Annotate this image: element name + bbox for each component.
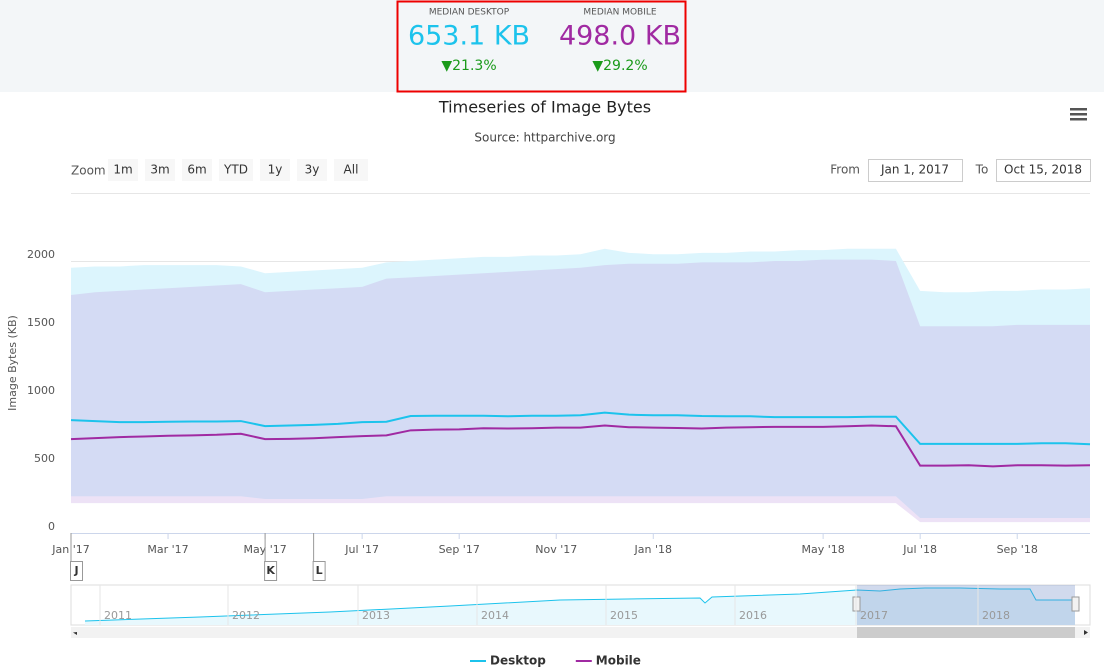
y-tick-label: 500 xyxy=(34,452,55,465)
navigator-year: 2016 xyxy=(739,609,767,622)
x-tick-label: Sep '18 xyxy=(997,543,1038,556)
range-band xyxy=(71,259,1090,523)
mobile-label: MEDIAN MOBILE xyxy=(583,8,656,18)
navigator-years: 2011 2012 2013 2014 2015 2016 2017 2018 xyxy=(99,585,1010,625)
zoom-button-label: All xyxy=(344,163,359,177)
zoom-button-label: 3m xyxy=(150,163,169,177)
from-value: Jan 1, 2017 xyxy=(880,163,949,177)
x-tick-label: Mar '17 xyxy=(147,543,188,556)
navigator-selection[interactable] xyxy=(857,585,1075,625)
from-input[interactable] xyxy=(868,159,963,182)
menu-bar xyxy=(1070,118,1087,121)
zoom-button[interactable] xyxy=(334,159,368,181)
zoom-button-label: YTD xyxy=(223,163,248,177)
x-tick-label: Jul '17 xyxy=(344,543,379,556)
flag[interactable] xyxy=(264,561,278,581)
navigator-year: 2012 xyxy=(232,609,260,622)
mobile-change: ▼29.2% xyxy=(592,58,647,74)
y-tick-label: 0 xyxy=(48,520,55,533)
zoom-button[interactable] xyxy=(108,159,138,181)
to-label: To xyxy=(975,163,989,177)
flag-label: L xyxy=(316,564,323,577)
range-band xyxy=(71,248,1090,519)
flag[interactable] xyxy=(312,561,326,581)
navigator-year: 2018 xyxy=(982,609,1010,622)
series-line xyxy=(70,424,1091,468)
navigator-year: 2015 xyxy=(610,609,638,622)
to-value: Oct 15, 2018 xyxy=(1004,163,1082,177)
zoom-label: Zoom xyxy=(71,164,106,178)
y-tick-label: 1500 xyxy=(27,316,55,329)
from-label: From xyxy=(830,163,860,177)
series-line xyxy=(70,411,1091,446)
zoom-button-label: 3y xyxy=(305,163,320,177)
x-tick-label: Jan '18 xyxy=(634,543,672,556)
to-input[interactable] xyxy=(996,159,1091,182)
mobile-value: 498.0 KB xyxy=(559,21,681,52)
y-tick-label: 2000 xyxy=(27,248,55,261)
zoom-button[interactable] xyxy=(182,159,212,181)
flag-label: J xyxy=(73,564,78,577)
navigator: 2011 2012 2013 2014 2015 2016 2017 2018 xyxy=(70,584,1091,638)
legend-label[interactable]: Mobile xyxy=(596,654,641,668)
x-tick-label: May '18 xyxy=(801,543,844,556)
scroll-right[interactable] xyxy=(1084,630,1088,635)
navigator-year: 2013 xyxy=(362,609,390,622)
menu-bar xyxy=(1070,108,1087,111)
navigator-area xyxy=(85,588,1075,625)
chart-subtitle: Source: httparchive.org xyxy=(474,131,615,145)
legend-label[interactable]: Desktop xyxy=(490,654,546,668)
x-tick-label: Nov '17 xyxy=(535,543,577,556)
scrollbar-thumb[interactable] xyxy=(857,627,1075,638)
navigator-line xyxy=(84,587,1075,622)
zoom-button-label: 1y xyxy=(268,163,283,177)
zoom-buttons: 1m 3m 6m YTD 1y 3y All xyxy=(108,159,368,181)
zoom-button[interactable] xyxy=(145,159,175,181)
menu-bar xyxy=(1070,113,1087,116)
scrollbar[interactable] xyxy=(71,627,1090,638)
navigator-year: 2014 xyxy=(481,609,509,622)
summary-box xyxy=(396,0,687,93)
zoom-button[interactable] xyxy=(219,159,253,181)
legend: Desktop Mobile xyxy=(470,654,641,668)
menu-button[interactable] xyxy=(1070,108,1087,121)
navigator-year: 2017 xyxy=(860,609,888,622)
zoom-button-label: 6m xyxy=(187,163,206,177)
navigator-handle[interactable] xyxy=(1071,596,1080,612)
y-axis-title: Image Bytes (KB) xyxy=(6,315,19,411)
desktop-label: MEDIAN DESKTOP xyxy=(429,8,510,18)
desktop-value: 653.1 KB xyxy=(408,21,530,52)
navigator-year: 2011 xyxy=(104,609,132,622)
flag[interactable] xyxy=(70,561,83,581)
desktop-change: ▼21.3% xyxy=(441,58,496,74)
scroll-left[interactable] xyxy=(73,632,77,635)
header-bg xyxy=(0,0,1104,92)
flag-label: K xyxy=(266,564,275,577)
zoom-button[interactable] xyxy=(297,159,327,181)
zoom-button-label: 1m xyxy=(113,163,132,177)
zoom-button[interactable] xyxy=(260,159,290,181)
x-tick-label: Sep '17 xyxy=(439,543,480,556)
chart-title: Timeseries of Image Bytes xyxy=(438,98,651,117)
y-tick-label: 1000 xyxy=(27,384,55,397)
x-tick-label: Jul '18 xyxy=(902,543,937,556)
